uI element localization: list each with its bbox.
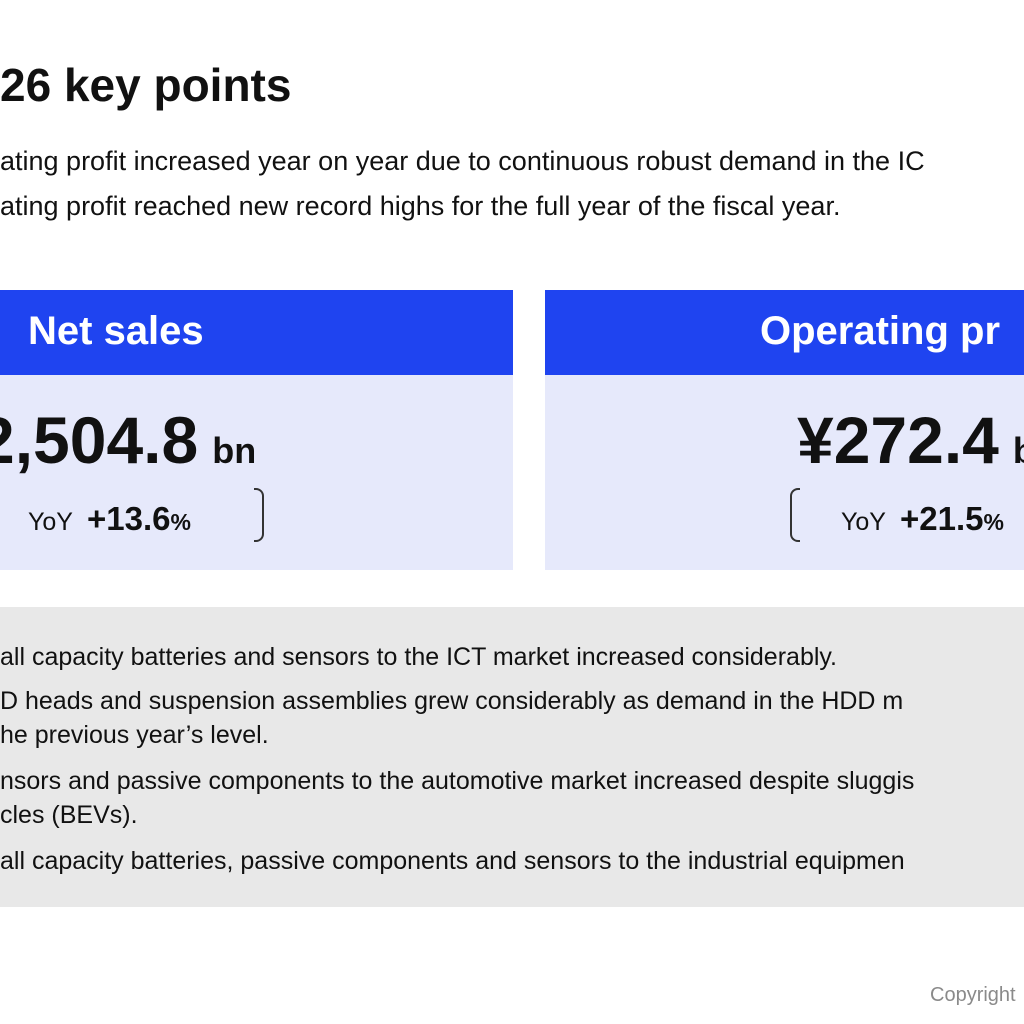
operating-profit-amount: ¥272.4 [797,403,999,477]
operating-profit-yoy-value: +21.5 [899,500,984,537]
operating-profit-yoy-unit: % [983,509,1004,535]
operating-profit-yoy-label: YoY [841,508,886,536]
details-panel: all capacity batteries and sensors to th… [0,607,1024,907]
net-sales-header-label: Net sales [28,309,204,353]
net-sales-yoy-unit: % [170,509,191,535]
net-sales-value: 2,504.8 bn [0,402,256,478]
net-sales-amount: 2,504.8 [0,403,199,477]
detail-line-6: all capacity batteries, passive componen… [0,847,905,875]
operating-profit-yoy: YoY +21.5% [841,500,1004,538]
closing-bracket [254,488,264,542]
copyright-text: Copyright [930,984,1016,1006]
operating-profit-card: Operating pr ¥272.4 b YoY +21.5% [545,290,1024,570]
net-sales-yoy: YoY +13.6% [28,500,191,538]
detail-line-5: cles (BEVs). [0,801,138,829]
net-sales-unit: bn [212,430,257,471]
detail-line-4: nsors and passive components to the auto… [0,767,915,795]
summary-line-2: ating profit reached new record highs fo… [0,191,841,221]
operating-profit-header-label: Operating pr [760,309,1001,353]
net-sales-header: Net sales [0,290,513,375]
detail-line-1: all capacity batteries and sensors to th… [0,643,837,671]
operating-profit-value: ¥272.4 b [797,402,1024,478]
page-title: 26 key points [0,59,292,111]
summary-line-1: ating profit increased year on year due … [0,146,925,176]
net-sales-yoy-value: +13.6 [86,500,171,537]
detail-line-2: D heads and suspension assemblies grew c… [0,687,904,715]
net-sales-yoy-label: YoY [28,508,73,536]
net-sales-card: Net sales 2,504.8 bn YoY +13.6% [0,290,513,570]
opening-bracket [790,488,800,542]
detail-line-3: he previous year’s level. [0,721,269,749]
operating-profit-header: Operating pr [545,290,1024,375]
operating-profit-unit: b [1012,430,1024,471]
